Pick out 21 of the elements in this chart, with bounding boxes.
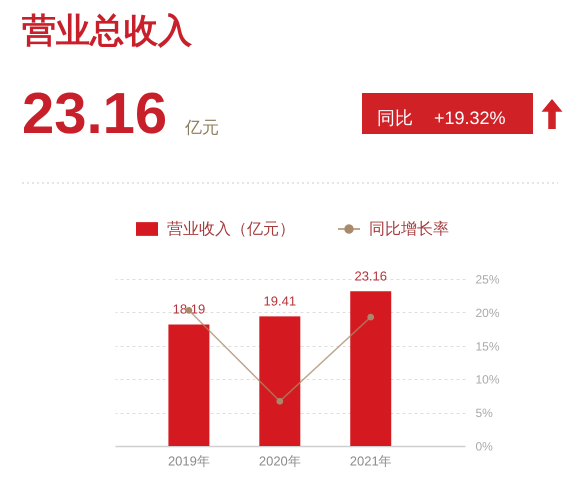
y2-tick-label: 15% [476,339,500,354]
y2-tick-label: 5% [476,406,494,420]
y2-tick-label: 0% [476,440,494,454]
y2-tick-label: 10% [476,372,500,387]
y2-tick-label: 20% [476,306,500,320]
point [367,314,374,320]
text: +19.32% [434,108,506,128]
data-label: 19.41 [264,293,296,308]
text: 23.16 [22,81,168,146]
data-label: 23.16 [354,268,387,284]
chart-title: 营业总收入 [22,12,193,50]
x-tick-label: 2019年 [168,454,210,468]
text: 亿元 [184,118,219,137]
text: 同比 [377,108,413,128]
x-tick-label: 2020年 [258,454,301,468]
data-label: 18.19 [172,301,206,316]
x-tick-label: 2021年 [350,454,392,468]
legend-label: 营业收入（亿元） [167,220,295,238]
y2-tick-label: 25% [476,272,500,286]
legend-label: 同比增长率 [369,220,449,238]
point [276,398,284,405]
